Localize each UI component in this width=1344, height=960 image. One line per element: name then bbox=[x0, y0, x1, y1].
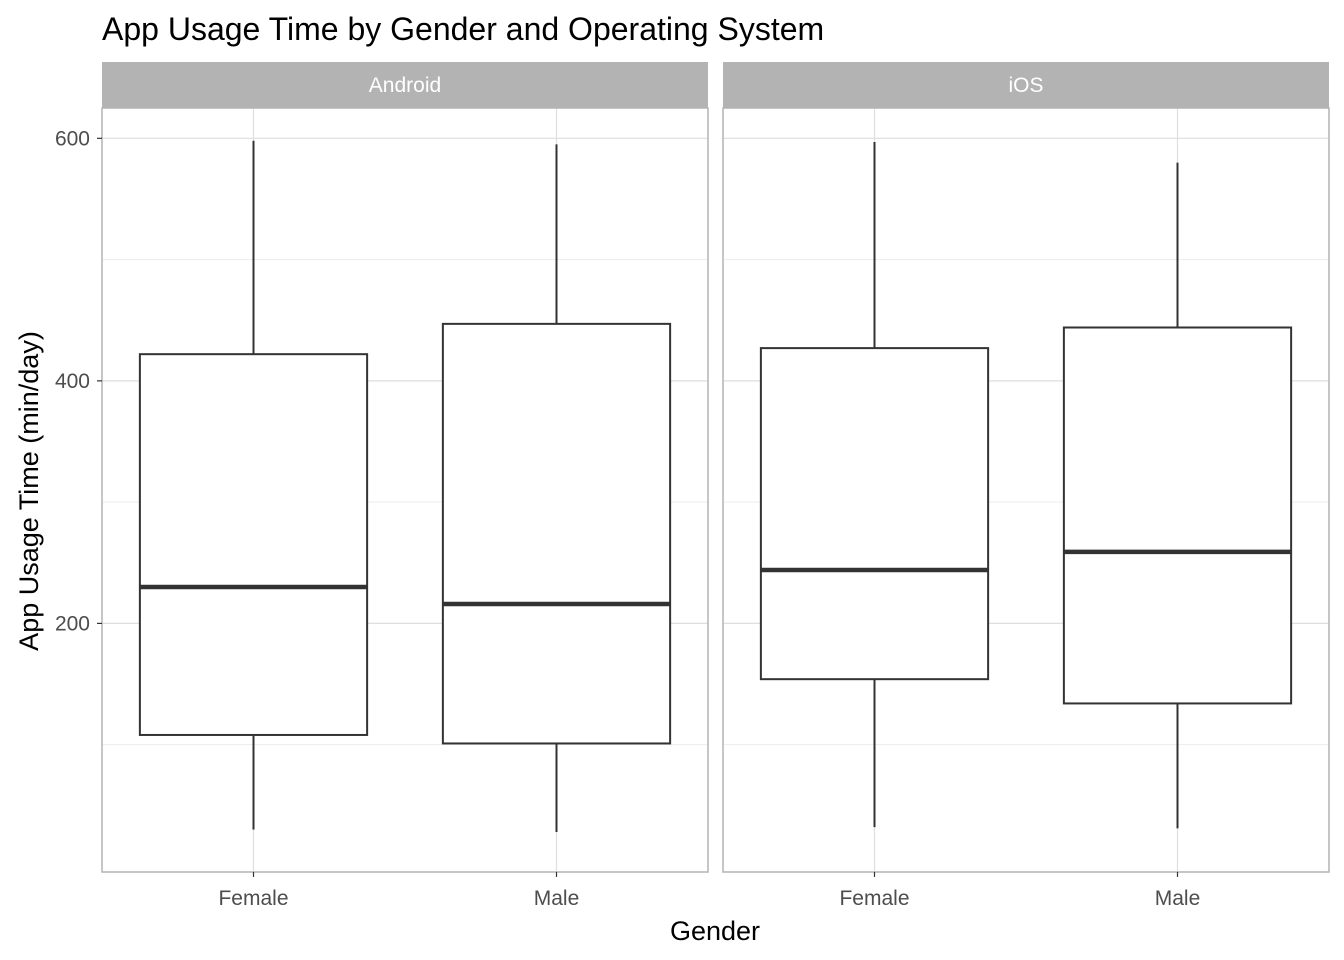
facet-strip bbox=[102, 62, 708, 108]
y-axis: 200 400 600 bbox=[55, 127, 102, 635]
y-axis-title: App Usage Time (min/day) bbox=[14, 331, 44, 651]
panel-border bbox=[101, 107, 709, 873]
facet-strip-label: Android bbox=[369, 74, 441, 97]
box-female bbox=[138, 140, 369, 830]
x-tick-label: Female bbox=[218, 887, 288, 910]
facet-panel-ios: iOS Female Male bbox=[722, 62, 1330, 910]
facet-strip bbox=[723, 62, 1329, 108]
chart-title: App Usage Time by Gender and Operating S… bbox=[102, 11, 824, 47]
x-axis-title: Gender bbox=[670, 916, 760, 946]
panel-border bbox=[722, 107, 1330, 873]
box-iqr bbox=[759, 347, 990, 681]
facet-strip-label: iOS bbox=[1008, 74, 1043, 97]
box-iqr bbox=[138, 353, 369, 736]
y-tick-label: 200 bbox=[55, 612, 90, 635]
y-tick-label: 400 bbox=[55, 370, 90, 393]
box-iqr bbox=[441, 322, 672, 745]
x-tick-label: Male bbox=[534, 887, 580, 910]
facet-panels: Android Female Male iOS Female Male bbox=[101, 62, 1330, 910]
box-female bbox=[759, 141, 990, 828]
box-male bbox=[441, 144, 672, 832]
y-tick-label: 600 bbox=[55, 127, 90, 150]
x-tick-label: Female bbox=[839, 887, 909, 910]
facet-panel-android: Android Female Male bbox=[101, 62, 709, 910]
x-tick-label: Male bbox=[1155, 887, 1201, 910]
box-male bbox=[1062, 162, 1293, 829]
box-iqr bbox=[1062, 326, 1293, 705]
